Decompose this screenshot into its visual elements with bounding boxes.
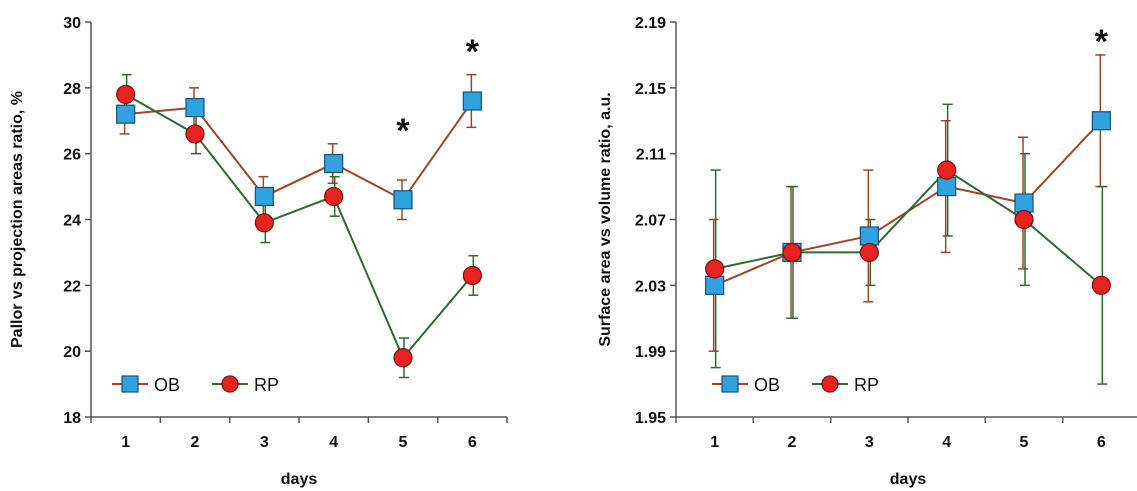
data-point-ob [254, 186, 274, 207]
legend-marker-ob [121, 375, 139, 393]
y-tick-label: 2.07 [635, 213, 666, 230]
x-tick-label: 5 [1020, 434, 1029, 451]
data-point-ob [324, 153, 344, 174]
y-tick-label: 30 [63, 15, 81, 32]
y-tick-label: 2.11 [636, 147, 666, 164]
data-point-rp [116, 84, 136, 105]
y-tick-label: 2.03 [635, 278, 666, 295]
x-tick-label: 1 [710, 434, 719, 451]
x-tick-label: 4 [329, 434, 338, 451]
data-point-rp [1014, 209, 1034, 230]
x-tick-label: 2 [191, 434, 200, 451]
right-chart-panel: 1.95 1.99 2.03 2.07 2.11 2.15 2.19 1 2 3 4 5 6 days Su… [597, 15, 1137, 488]
series-line-rp [125, 93, 474, 360]
legend-label-rp: RP [254, 375, 279, 395]
x-tick-label: 2 [788, 434, 797, 451]
x-tick-label: 3 [865, 434, 874, 451]
x-tick-label: 6 [1097, 434, 1106, 451]
series-line-ob [125, 100, 474, 202]
data-point-rp [859, 242, 879, 263]
y-tick-label: 18 [63, 410, 81, 427]
x-tick-label: 5 [399, 434, 408, 451]
series-line-ob [714, 120, 1103, 287]
data-point-ob [462, 91, 482, 111]
data-point-ob [705, 275, 725, 295]
data-point-rp [393, 348, 413, 368]
significance-marker: * [396, 112, 410, 150]
y-axis-label: Surface area vs volume ratio, a.u. [597, 92, 614, 346]
data-point-ob [937, 176, 957, 197]
x-axis-label: days [281, 471, 318, 488]
y-tick-label: 20 [63, 344, 81, 361]
y-tick-label: 1.95 [635, 410, 666, 427]
legend-marker-rp [821, 375, 839, 393]
data-point-rp [705, 259, 725, 279]
y-tick-label: 26 [63, 147, 81, 164]
x-axis-label: days [890, 471, 927, 488]
y-tick-label: 28 [63, 81, 81, 98]
data-point-ob [1091, 111, 1111, 131]
data-point-ob [116, 104, 136, 124]
data-point-rp [462, 265, 482, 286]
data-point-ob [1014, 193, 1034, 213]
y-tick-label: 24 [63, 213, 81, 230]
data-point-rp [782, 242, 802, 263]
left-chart-panel: 18 20 22 24 26 28 30 1 2 3 4 5 6 days Pallor vs projec… [9, 15, 508, 488]
data-point-rp [185, 124, 205, 144]
y-tick-label: 2.19 [635, 15, 666, 32]
y-axis-label: Pallor vs projection areas ratio, % [9, 91, 26, 348]
data-point-rp [254, 213, 274, 233]
significance-marker: * [466, 33, 480, 71]
legend-marker-rp [221, 375, 239, 393]
significance-marker: * [1095, 23, 1109, 61]
x-tick-label: 4 [942, 434, 951, 451]
x-tick-label: 3 [260, 434, 269, 451]
legend-label-ob: OB [754, 375, 780, 395]
y-tick-label: 22 [63, 278, 81, 295]
x-tick-label: 1 [121, 434, 130, 451]
legend-label-ob: OB [154, 375, 180, 395]
data-point-rp [1091, 275, 1111, 295]
data-point-rp [937, 160, 957, 180]
legend-label-rp: RP [854, 375, 879, 395]
data-point-ob [185, 97, 205, 118]
legend-marker-ob [721, 375, 739, 393]
data-point-ob [859, 226, 879, 246]
x-tick-label: 6 [468, 434, 477, 451]
y-tick-label: 2.15 [635, 81, 666, 98]
data-point-rp [324, 186, 344, 207]
y-tick-label: 1.99 [635, 344, 666, 361]
data-point-ob [393, 190, 413, 210]
series-line-rp [714, 168, 1102, 287]
